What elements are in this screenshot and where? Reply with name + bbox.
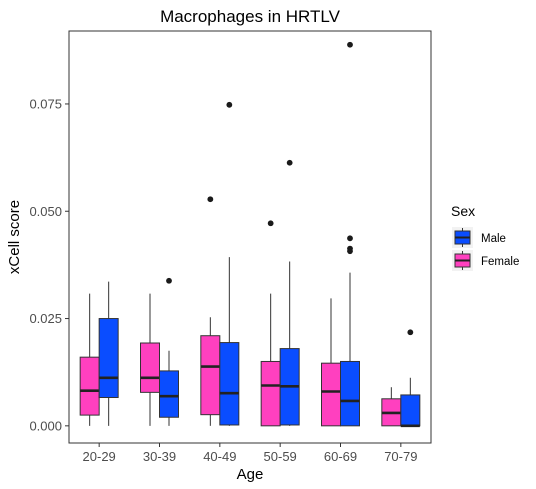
outlier-point — [267, 220, 274, 227]
box — [219, 342, 240, 426]
x-tick-label: 70-79 — [384, 449, 417, 464]
outlier-point — [347, 41, 353, 48]
box — [98, 318, 119, 399]
x-tick-label: 60-69 — [324, 449, 357, 464]
box-male-20-29 — [98, 281, 119, 426]
axes: 0.000 0.025 0.050 0.075 20-29 30-39 40-49 50-59… — [29, 96, 417, 464]
legend: Sex Male Female — [451, 203, 519, 271]
legend-item-female: Female — [452, 250, 519, 271]
box-female-50-59 — [260, 220, 281, 427]
plot-panel — [68, 30, 432, 444]
box — [400, 394, 421, 427]
box-male-30-39 — [159, 277, 179, 426]
outlier-point — [207, 196, 214, 203]
box-male-40-49 — [219, 101, 240, 426]
x-tick-label: 20-29 — [83, 449, 116, 464]
y-axis-title: xCell score — [6, 200, 23, 274]
box-female-60-69 — [321, 298, 341, 427]
box — [79, 356, 100, 416]
box-male-50-59 — [279, 159, 300, 426]
box — [340, 360, 360, 427]
x-tick-label: 40-49 — [203, 449, 236, 464]
box-male-70-79 — [400, 329, 421, 428]
legend-item-male: Male — [452, 227, 506, 248]
x-axis-title: Age — [237, 466, 264, 483]
y-tick-label: 0.075 — [29, 96, 62, 111]
y-tick-label: 0.025 — [29, 311, 62, 326]
box-marks — [79, 41, 421, 428]
outlier-point — [347, 235, 353, 242]
outlier-point — [407, 329, 414, 336]
y-tick-label: 0.050 — [29, 204, 62, 219]
box — [200, 335, 221, 416]
box — [159, 370, 179, 418]
box — [140, 342, 160, 393]
box-male-60-69 — [340, 41, 360, 427]
x-tick-label: 50-59 — [264, 449, 297, 464]
box — [321, 362, 341, 427]
outlier-point — [286, 159, 293, 166]
box-female-30-39 — [140, 293, 160, 426]
legend-label: Male — [481, 233, 506, 245]
y-tick-label: 0.000 — [29, 418, 62, 433]
outlier-point — [226, 101, 233, 108]
legend-title: Sex — [451, 203, 475, 219]
outlier-point — [166, 277, 172, 284]
x-tick-label: 30-39 — [143, 449, 176, 464]
legend-label: Female — [481, 256, 519, 268]
box — [260, 360, 281, 427]
chart-title: Macrophages in HRTLV — [160, 7, 341, 26]
outlier-point — [347, 245, 353, 252]
